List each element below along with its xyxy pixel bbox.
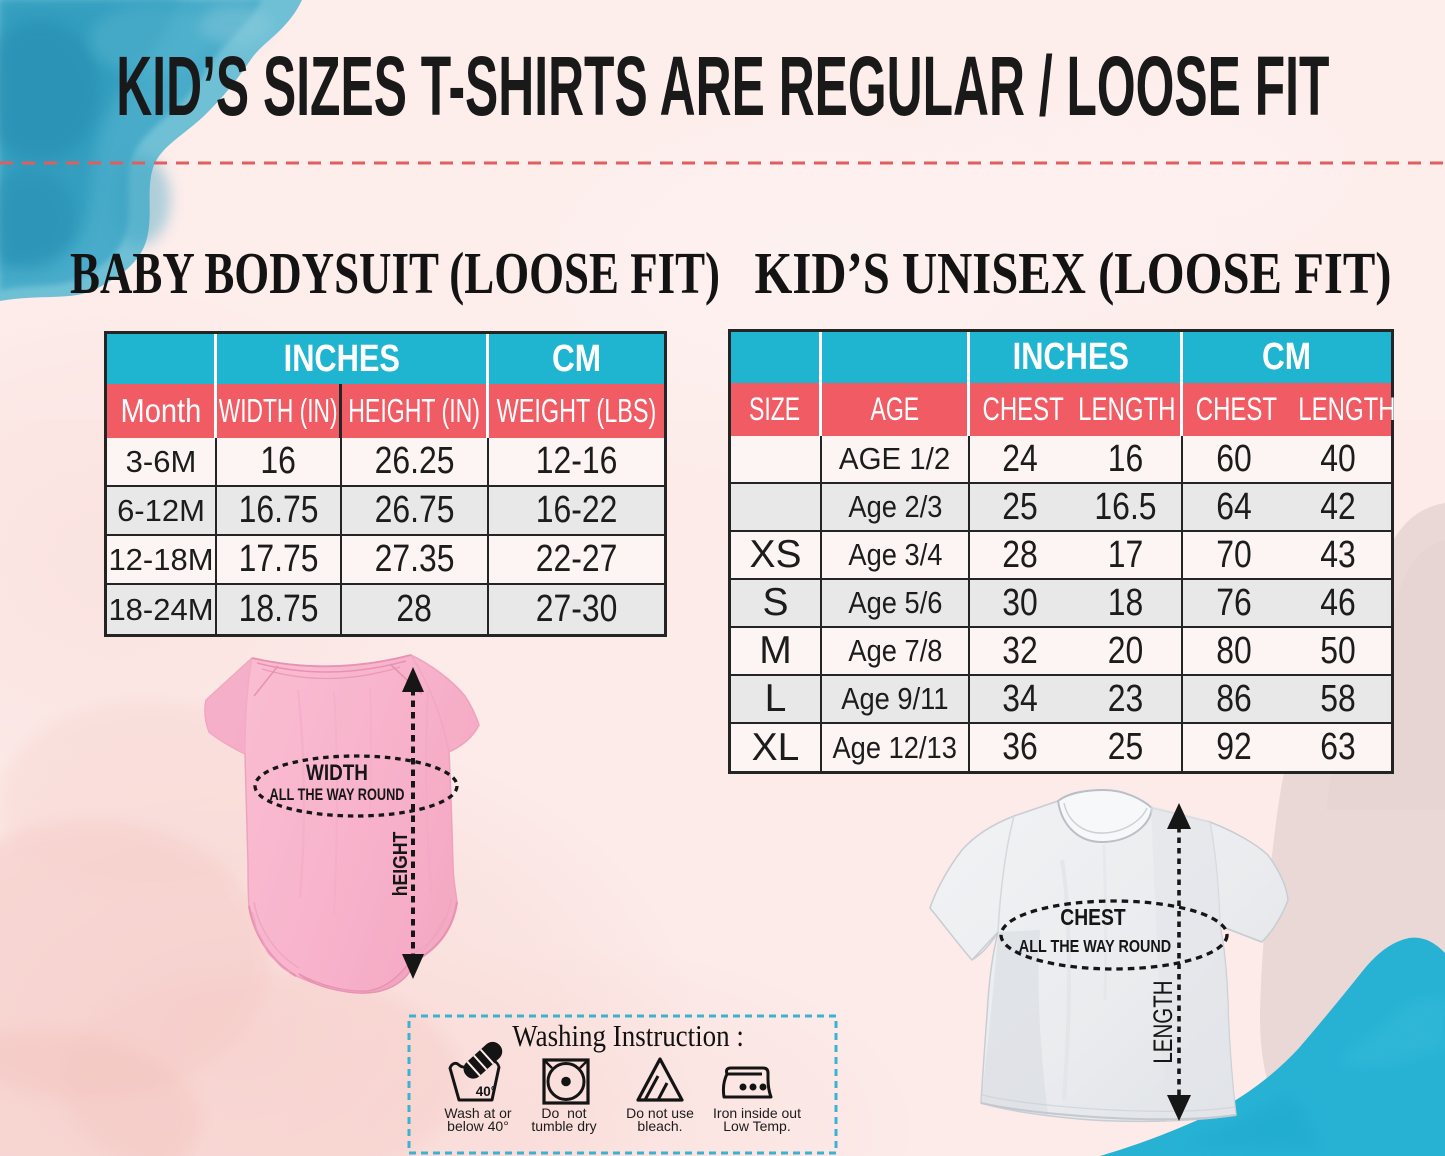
svg-text:LENGTH: LENGTH xyxy=(1148,980,1178,1063)
svg-text:hEIGHT: hEIGHT xyxy=(390,831,413,896)
svg-text:ALL THE WAY ROUND: ALL THE WAY ROUND xyxy=(270,785,405,804)
svg-text:40°: 40° xyxy=(476,1084,496,1099)
svg-text:CHEST: CHEST xyxy=(1060,906,1125,931)
svg-text:ALL THE WAY ROUND: ALL THE WAY ROUND xyxy=(1019,937,1172,957)
svg-text:WIDTH: WIDTH xyxy=(306,761,368,786)
